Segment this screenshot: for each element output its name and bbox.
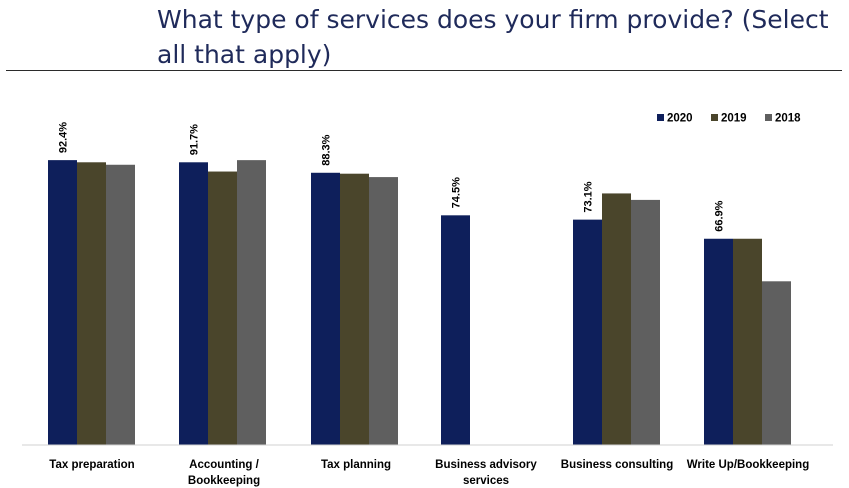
bar-2018-0 [106,164,135,445]
data-label-3: 74.5% [451,177,463,208]
bar-2018-5 [762,281,791,445]
title-divider [6,70,842,71]
category-label-1: Accounting / Bookkeeping [188,459,260,487]
bar-2019-1 [208,171,237,445]
data-labels-layer: 92.4% 91.7% 88.3% 74.5% 73.1% 66.9% [58,122,726,232]
bar-2019-0 [77,162,106,446]
bar-2019-4 [602,193,631,445]
bar-2019-2 [340,173,369,446]
data-label-1: 91.7% [189,124,201,155]
bar-2018-4 [631,199,660,445]
category-labels-layer: Tax preparation Accounting / Bookkeeping Ta… [49,459,809,487]
chart-title: What type of services does your firm pro… [157,5,829,69]
bar-2018-1 [237,160,266,445]
bars-layer [48,160,791,446]
category-label-3: Business advisory services [435,459,537,487]
legend: 2020 2019 2018 [657,113,801,125]
bar-2020-5 [704,238,733,445]
bar-2020-4 [573,219,602,445]
category-label-5: Write Up/Bookkeeping [687,459,809,471]
data-label-5: 66.9% [714,200,726,231]
data-label-2: 88.3% [321,134,333,165]
legend-label-2020: 2020 [667,113,693,125]
data-label-0: 92.4% [58,122,70,153]
legend-swatch-2018 [765,114,772,121]
bar-2018-2 [369,177,398,446]
legend-swatch-2020 [657,114,664,121]
bar-2020-1 [179,162,208,446]
bar-2020-0 [48,160,77,445]
bar-2020-2 [311,172,340,445]
bar-2019-5 [733,238,762,445]
category-label-4: Business consulting [561,459,673,471]
bar-2020-3 [441,215,470,445]
legend-swatch-2019 [711,114,718,121]
category-label-2: Tax planning [321,459,391,471]
data-label-4: 73.1% [583,181,595,212]
legend-label-2019: 2019 [721,113,747,125]
legend-label-2018: 2018 [775,113,801,125]
category-label-0: Tax preparation [49,459,134,471]
